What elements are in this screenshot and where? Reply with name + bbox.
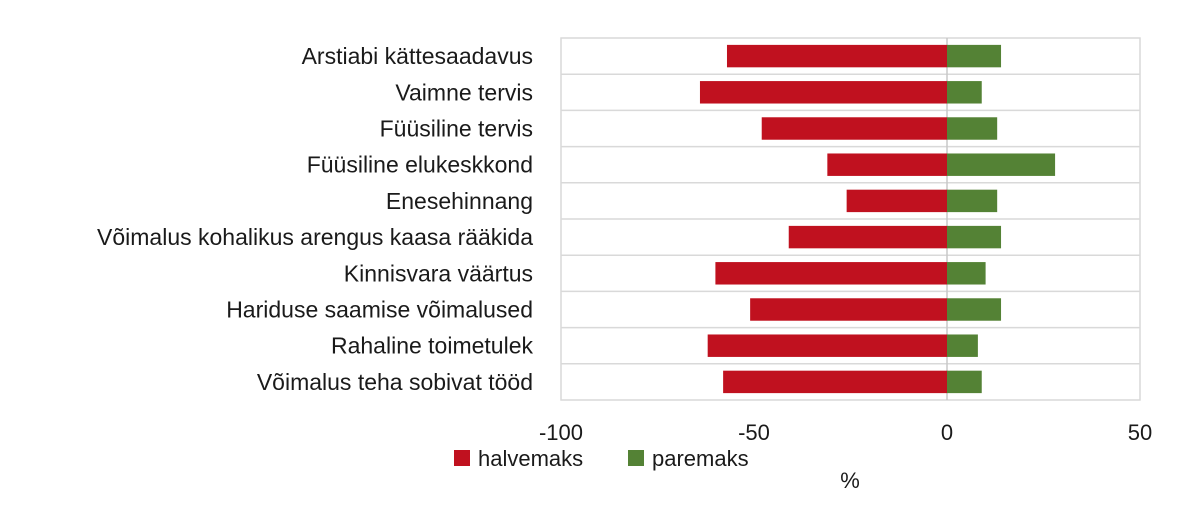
bar-paremaks-8 — [947, 334, 978, 357]
x-tick-label: -50 — [738, 420, 770, 445]
bar-paremaks-0 — [947, 44, 1002, 68]
x-axis-title: % — [840, 468, 860, 493]
category-label: Vaimne tervis — [395, 79, 533, 105]
x-tick-label: 0 — [941, 420, 953, 445]
bar-halvemaks-2 — [761, 117, 947, 140]
x-tick-label: -100 — [539, 420, 583, 445]
bar-halvemaks-8 — [707, 334, 947, 357]
x-tick-label: 50 — [1128, 420, 1152, 445]
category-label: Hariduse saamise võimalused — [226, 297, 533, 323]
category-label: Kinnisvara väärtus — [344, 260, 533, 286]
category-labels: Arstiabi kättesaadavus Vaimne tervis Füüsi… — [97, 43, 533, 395]
bar-paremaks-9 — [947, 370, 982, 394]
bar-paremaks-2 — [947, 117, 998, 140]
bar-halvemaks-1 — [699, 81, 947, 104]
legend-label-paremaks: paremaks — [652, 446, 749, 471]
category-label: Enesehinnang — [386, 188, 533, 214]
bar-halvemaks-0 — [726, 44, 947, 68]
bar-paremaks-6 — [947, 262, 986, 285]
bar-halvemaks-7 — [750, 298, 947, 321]
bars — [699, 44, 1056, 394]
bar-paremaks-3 — [947, 153, 1056, 176]
bar-halvemaks-4 — [846, 189, 947, 213]
category-label: Võimalus kohalikus arengus kaasa rääkida — [97, 224, 533, 250]
category-label: Füüsiline elukeskkond — [307, 152, 533, 178]
bar-halvemaks-5 — [788, 225, 947, 249]
category-label: Rahaline toimetulek — [331, 333, 534, 359]
bar-halvemaks-6 — [715, 262, 947, 285]
x-tick-labels: -100 -50 0 50 — [539, 420, 1152, 445]
bar-halvemaks-9 — [723, 370, 947, 394]
legend-label-halvemaks: halvemaks — [478, 446, 583, 471]
category-label: Arstiabi kättesaadavus — [302, 43, 533, 69]
bar-paremaks-7 — [947, 298, 1002, 321]
category-label: Võimalus teha sobivat tööd — [257, 369, 533, 395]
bar-paremaks-5 — [947, 225, 1002, 249]
bar-paremaks-1 — [947, 81, 982, 104]
legend: halvemaks paremaks — [454, 446, 749, 471]
bar-paremaks-4 — [947, 189, 998, 213]
legend-swatch-halvemaks — [454, 450, 470, 466]
category-label: Füüsiline tervis — [380, 116, 533, 142]
legend-swatch-paremaks — [628, 450, 644, 466]
bar-halvemaks-3 — [827, 153, 947, 176]
